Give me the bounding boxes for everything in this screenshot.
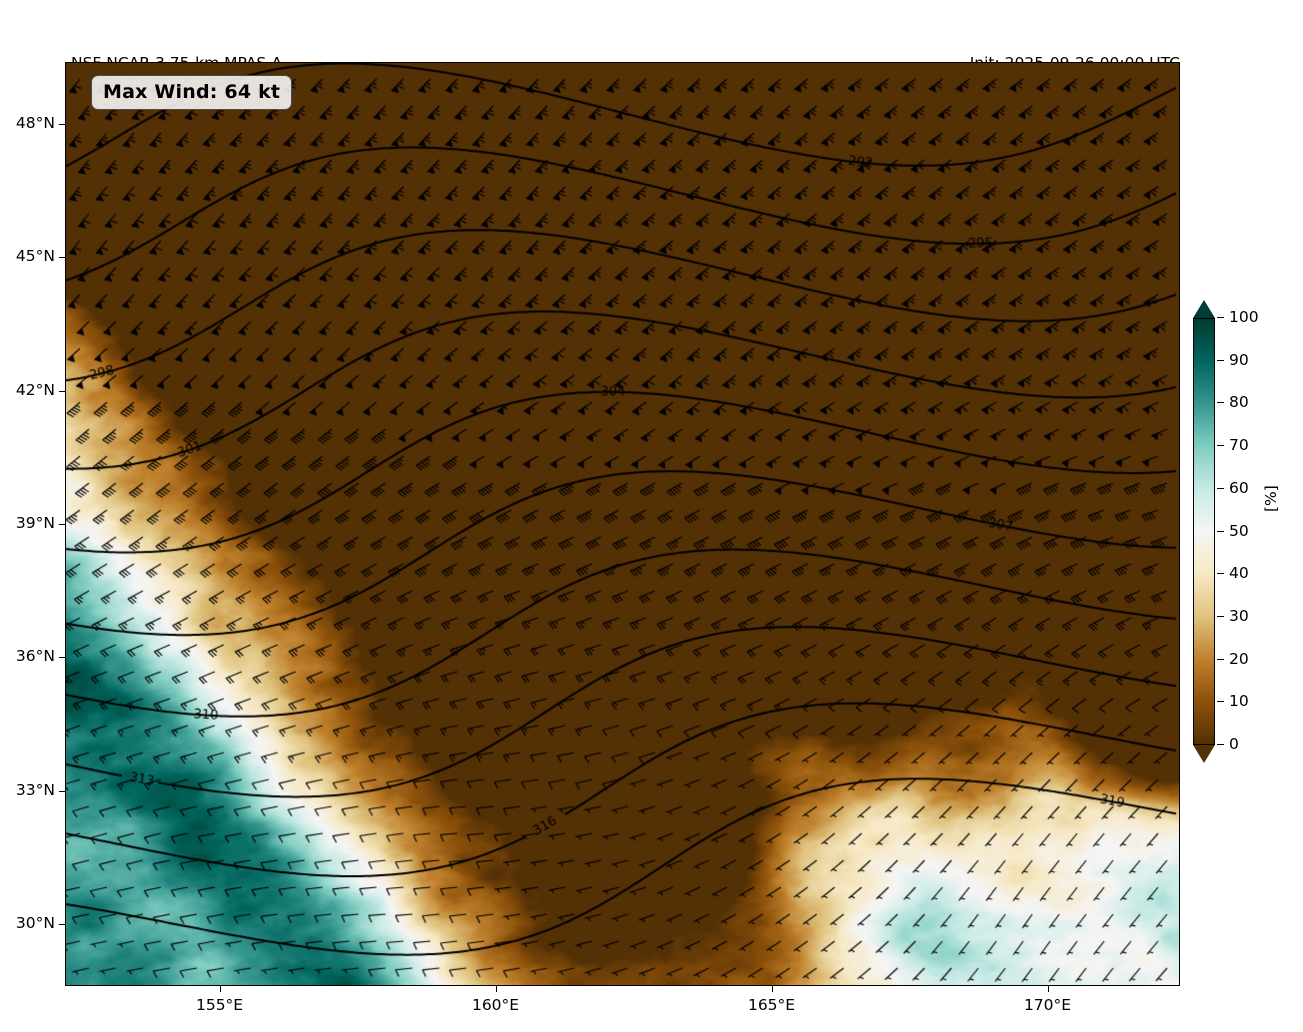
x-tick-mark [495,986,497,992]
colorbar-tick-label: 40 [1217,564,1249,582]
colorbar-tick-label: 20 [1217,650,1249,668]
y-tick-label: 33°N [15,780,55,799]
humidity-heatmap-canvas [66,63,1179,985]
x-tick-mark [219,986,221,992]
colorbar-tick-label: 10 [1217,692,1249,710]
colorbar: 100 90 80 70 60 50 40 30 20 10 0 [1193,300,1259,763]
x-tick-mark [1047,986,1049,992]
colorbar-tick-label: 70 [1217,436,1249,454]
colorbar-gradient [1193,318,1215,745]
x-tick-label: 160°E [471,996,520,1014]
y-tick-label: 30°N [15,913,55,932]
y-tick-label: 36°N [15,647,55,666]
colorbar-tick-label: 50 [1217,522,1249,540]
y-tick-label: 39°N [15,514,55,532]
x-tick-label: 170°E [1023,996,1072,1014]
map-plot-area [65,62,1180,986]
colorbar-tick-label: 0 [1217,735,1239,753]
y-tick-mark [59,390,65,392]
colorbar-tick-label: 90 [1217,351,1249,369]
x-tick-label: 165°E [747,996,796,1014]
colorbar-tick-label: 80 [1217,393,1249,411]
y-tick-label: 45°N [15,247,55,266]
colorbar-tick-label: 30 [1217,607,1249,625]
y-tick-mark [59,124,65,126]
y-tick-label: 42°N [15,380,55,399]
y-tick-mark [59,257,65,259]
colorbar-unit-label: [%] [1262,485,1280,512]
y-tick-label: 48°N [15,114,55,133]
y-tick-mark [59,790,65,792]
y-tick-mark [59,657,65,659]
colorbar-tick-label: 100 [1217,308,1259,326]
x-tick-label: 155°E [195,996,244,1014]
colorbar-tick-label: 60 [1217,479,1249,497]
y-tick-mark [59,923,65,925]
max-wind-annotation: Max Wind: 64 kt [91,75,293,110]
y-tick-mark [59,524,65,525]
colorbar-extend-top-icon [1193,300,1215,318]
x-tick-mark [771,986,773,992]
colorbar-extend-bottom-icon [1193,745,1215,763]
